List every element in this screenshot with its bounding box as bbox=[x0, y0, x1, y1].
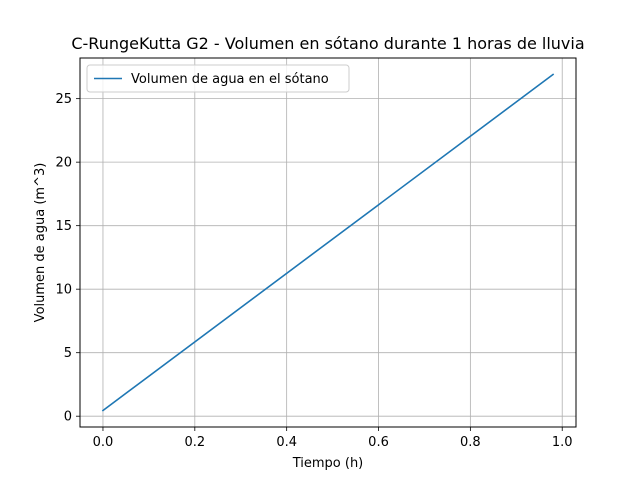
grid bbox=[80, 58, 576, 427]
y-tick-label: 25 bbox=[55, 92, 72, 107]
legend-box bbox=[86, 64, 350, 93]
x-tick-label: 0.2 bbox=[184, 435, 205, 450]
chart-title: C-RungeKutta G2 - Volumen en sótano dura… bbox=[71, 34, 584, 53]
y-tick-label: 15 bbox=[55, 219, 72, 234]
legend: Volumen de agua en el sótano bbox=[86, 64, 350, 93]
y-tick-label: 5 bbox=[64, 346, 72, 361]
series-line bbox=[101, 73, 555, 412]
plot-frame bbox=[79, 57, 577, 428]
x-axis-label: Tiempo (h) bbox=[292, 456, 364, 471]
y-axis-ticks: 0 5 10 15 20 25 bbox=[55, 92, 80, 425]
x-tick-label: 0.0 bbox=[93, 435, 114, 450]
x-axis-ticks: 0.0 0.2 0.4 0.6 0.8 1.0 bbox=[93, 427, 573, 450]
x-tick-label: 0.8 bbox=[460, 435, 481, 450]
x-tick-label: 0.6 bbox=[368, 435, 389, 450]
y-axis-label: Volumen de agua (m^3) bbox=[33, 163, 48, 323]
y-tick-label: 10 bbox=[55, 283, 72, 298]
x-tick-label: 1.0 bbox=[552, 435, 573, 450]
y-tick-label: 0 bbox=[64, 410, 72, 425]
x-tick-label: 0.4 bbox=[276, 435, 297, 450]
legend-label: Volumen de agua en el sótano bbox=[131, 72, 329, 87]
y-tick-label: 20 bbox=[55, 156, 72, 171]
series-layer bbox=[101, 73, 555, 412]
